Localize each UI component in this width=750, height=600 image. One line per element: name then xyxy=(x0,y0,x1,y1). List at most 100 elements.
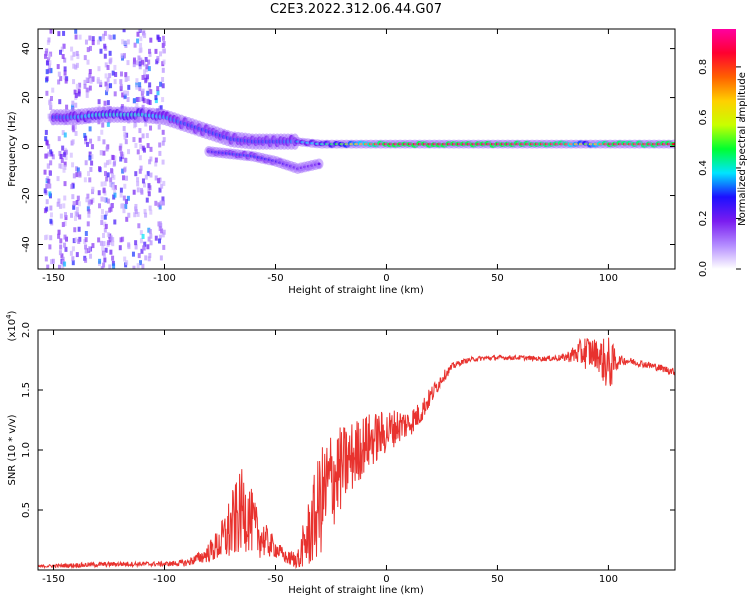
spectrogram-x-ticks: -150 -100 -50 0 50 100 xyxy=(42,29,618,284)
spectrogram-cell xyxy=(111,255,115,261)
colorbar-tick-label: 0.0 xyxy=(698,261,709,277)
spectrogram-heatmap xyxy=(43,29,675,269)
spectrogram-cell xyxy=(102,187,106,193)
spectrogram-cell xyxy=(113,185,117,191)
spectrogram-cell xyxy=(127,149,131,155)
snr-x-axis-label: Height of straight line (km) xyxy=(288,585,424,596)
spectrogram-cell xyxy=(63,66,67,72)
spectrogram-cell xyxy=(48,183,52,189)
x-tick-label: -150 xyxy=(42,273,65,284)
spectrogram-cell xyxy=(119,71,123,77)
spectrogram-cell xyxy=(148,185,152,191)
spectrogram-cell xyxy=(108,73,112,79)
spectrogram-cell xyxy=(57,229,61,235)
spectrogram-cell xyxy=(143,69,147,75)
spectrogram-cell xyxy=(111,237,115,243)
spectrogram-cell xyxy=(43,188,47,194)
spectrogram-cell xyxy=(91,76,95,82)
spectrogram-cell xyxy=(98,36,102,42)
spectrogram-cell xyxy=(154,235,158,241)
spectrogram-cell xyxy=(86,141,90,147)
spectrogram-cell xyxy=(48,191,52,197)
spectrogram-cell xyxy=(147,59,151,65)
spectrogram-cell xyxy=(139,42,143,48)
spectrogram-cell xyxy=(144,77,148,83)
spectrogram-cell xyxy=(154,200,158,206)
spectrogram-cell xyxy=(75,50,79,56)
spectrogram-cell xyxy=(109,239,113,245)
spectrogram-cell xyxy=(113,188,117,194)
spectrogram-cell xyxy=(49,160,53,166)
spectrogram-cell xyxy=(69,250,73,256)
spectrogram-cell xyxy=(109,57,113,63)
spectrogram-cell xyxy=(78,214,82,220)
spectrogram-cell xyxy=(106,198,110,204)
spectrogram-cell xyxy=(99,240,103,246)
spectrogram-cell xyxy=(145,133,149,139)
spectrogram-cell xyxy=(88,35,92,41)
colorbar-tick-label: 0.8 xyxy=(698,59,709,75)
spectrogram-cell xyxy=(105,176,109,182)
spectrogram-cell xyxy=(62,167,66,173)
spectrogram-cell xyxy=(110,203,114,209)
spectrogram-cell xyxy=(135,102,139,108)
spectrogram-cell xyxy=(88,85,92,91)
spectrogram-cell xyxy=(72,200,76,206)
spectrogram-cell xyxy=(88,69,92,75)
spectrogram-cell xyxy=(139,260,143,266)
spectrogram-cell xyxy=(149,146,153,152)
spectrogram-cell xyxy=(118,245,122,251)
spectrogram-cell xyxy=(83,83,87,89)
spectrogram-cell xyxy=(47,63,51,69)
spectrogram-cell xyxy=(100,214,104,220)
spectrogram-cell xyxy=(77,226,81,232)
spectrogram-cell xyxy=(71,100,75,106)
spectrogram-cell xyxy=(62,43,66,49)
spectrogram-cell xyxy=(148,229,152,235)
spectrogram-cell xyxy=(45,90,49,96)
spectrogram-cell xyxy=(147,236,151,242)
spectrogram-cell xyxy=(136,211,140,217)
spectrogram-cell xyxy=(122,29,126,33)
spectrogram-cell xyxy=(127,244,131,250)
spectrogram-cell xyxy=(97,237,101,243)
spectrogram-cell xyxy=(61,256,65,262)
y-tick-label: 0.5 xyxy=(21,502,32,518)
spectrogram-cell xyxy=(137,96,141,102)
spectrogram-cell xyxy=(139,230,143,236)
spectrogram-cell xyxy=(158,226,162,232)
y-tick-label: 2.0 xyxy=(21,322,32,338)
spectrogram-cell xyxy=(44,136,48,142)
spectrogram-cell xyxy=(58,150,62,156)
spectrogram-cell xyxy=(148,51,152,57)
spectrogram-cell xyxy=(143,74,147,80)
spectrogram-cell xyxy=(154,157,158,163)
spectrogram-cell xyxy=(101,208,105,214)
spectrogram-cell xyxy=(162,41,166,47)
spectrogram-cell xyxy=(76,54,80,60)
spectrogram-cell xyxy=(61,130,65,136)
spectrogram-cell xyxy=(63,221,67,227)
spectrogram-cell xyxy=(154,175,158,181)
spectrogram-cell xyxy=(134,142,138,148)
y-tick-label: 1.0 xyxy=(21,442,32,458)
spectrogram-cell xyxy=(105,146,109,152)
spectrogram-cell xyxy=(46,176,50,182)
spectrogram-cell xyxy=(112,263,116,269)
spectrogram-cell xyxy=(135,60,139,66)
spectrogram-cell xyxy=(139,57,143,63)
spectrogram-cell xyxy=(146,143,150,149)
spectrogram-cell xyxy=(64,215,68,221)
spectrogram-cell xyxy=(64,155,68,161)
spectrogram-cell xyxy=(103,171,107,177)
spectrogram-cell xyxy=(104,62,108,68)
snr-y-ticks: 0.5 1.0 1.5 2.0 xyxy=(21,322,675,518)
spectrogram-cell xyxy=(46,163,50,169)
spectrogram-cell xyxy=(126,60,130,66)
spectrogram-cell xyxy=(161,97,165,103)
spectrogram-cell xyxy=(98,258,102,264)
snr-y-axis-label: SNR (10 * v/v) xyxy=(7,414,18,485)
spectrogram-cell xyxy=(83,132,87,138)
spectrogram-cell xyxy=(113,219,117,225)
